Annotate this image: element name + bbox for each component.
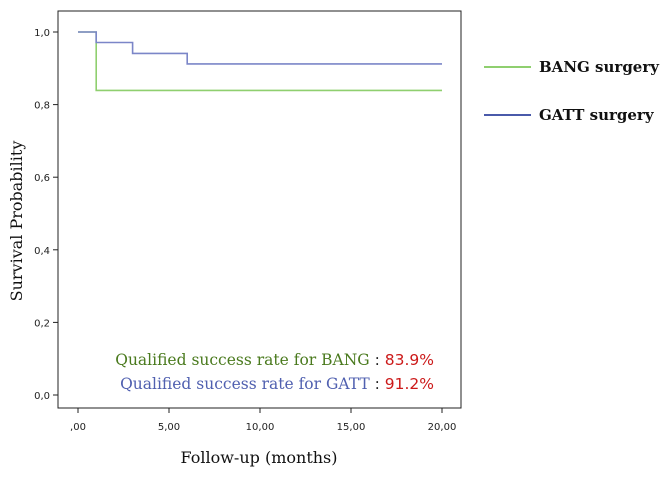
y-axis-ticks: 0,0 0,2 0,4 0,6 0,8 1,0 (34, 28, 58, 402)
success-rate-annotations: Qualified success rate for BANG : 83.9%Q… (115, 351, 434, 393)
x-axis-ticks: ,00 5,00 10,00 15,00 20,00 (70, 408, 456, 433)
y-tick-label: 0,8 (34, 101, 50, 112)
y-tick-label: 0,4 (34, 246, 50, 257)
x-tick-label: 20,00 (428, 422, 457, 433)
annotation-value: 91.2% (385, 375, 434, 393)
y-axis-title: Survival Probability (7, 141, 26, 302)
gatt-survival-curve (78, 31, 442, 65)
survival-curves (78, 31, 442, 92)
legend-label: BANG surgery (539, 58, 660, 76)
y-tick-label: 0,0 (34, 391, 50, 402)
y-tick-label: 0,6 (34, 173, 50, 184)
annotation-value: 83.9% (385, 351, 434, 369)
x-tick-label: ,00 (70, 422, 86, 433)
x-tick-label: 5,00 (158, 422, 180, 433)
y-tick-label: 1,0 (34, 28, 50, 39)
plot-frame (57, 10, 462, 409)
x-tick-label: 15,00 (337, 422, 366, 433)
bang-survival-curve (78, 31, 442, 92)
annotation-separator: : (370, 375, 385, 393)
success-rate-annotation: Qualified success rate for BANG : 83.9% (115, 351, 434, 369)
legend: BANG surgery GATT surgery (484, 58, 660, 124)
x-tick-label: 10,00 (246, 422, 275, 433)
annotation-separator: : (370, 351, 385, 369)
legend-label: GATT surgery (539, 106, 655, 124)
success-rate-annotation: Qualified success rate for GATT : 91.2% (120, 375, 434, 393)
y-tick-label: 0,2 (34, 318, 50, 329)
x-axis-title: Follow-up (months) (181, 448, 338, 467)
annotation-label: Qualified success rate for BANG (115, 351, 369, 369)
annotation-label: Qualified success rate for GATT (120, 375, 370, 393)
